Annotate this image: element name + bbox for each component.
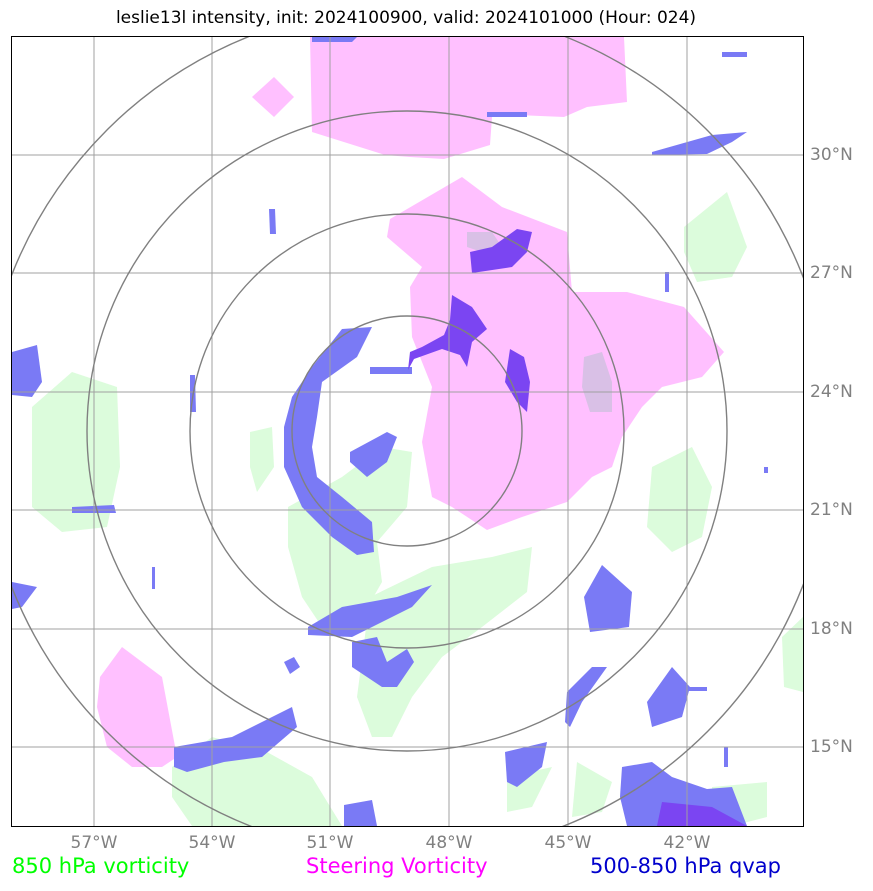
- blue-region: [487, 112, 527, 117]
- blue-region: [724, 747, 728, 767]
- green-region: [250, 427, 274, 492]
- blue-region: [308, 585, 432, 637]
- plot-title: leslie13l intensity, init: 2024100900, v…: [115, 8, 697, 28]
- blue-region: [722, 52, 747, 57]
- blue-region: [344, 800, 377, 826]
- blue-region: [665, 272, 669, 292]
- range-ring: [86, 110, 728, 752]
- lon-label: 54°W: [188, 833, 236, 853]
- blue-region: [584, 565, 632, 632]
- overlap-region: [582, 352, 612, 412]
- green-region: [572, 762, 612, 817]
- blue-region: [505, 742, 547, 787]
- blue-region: [12, 345, 42, 397]
- blue-region: [312, 37, 357, 42]
- purple-region: [505, 349, 530, 412]
- pink-region: [252, 77, 294, 117]
- blue-region: [284, 657, 300, 674]
- green-region: [357, 547, 532, 737]
- lat-label: 27°N: [810, 263, 853, 283]
- blue-region: [764, 467, 768, 473]
- lon-label: 45°W: [544, 833, 592, 853]
- green-region: [684, 192, 747, 282]
- legend-850-vorticity: 850 hPa vorticity: [12, 854, 190, 878]
- purple-region: [408, 295, 487, 370]
- blue-region: [370, 367, 412, 374]
- blue-region: [174, 707, 297, 772]
- blue-qvap-fills: [12, 37, 768, 826]
- blue-region: [689, 687, 707, 691]
- purple-overlap-fills: [408, 229, 747, 826]
- blue-region: [647, 667, 690, 727]
- lon-label: 57°W: [70, 833, 118, 853]
- legend-qvap: 500-850 hPa qvap: [590, 854, 781, 878]
- lon-label: 51°W: [306, 833, 354, 853]
- lat-label: 18°N: [810, 619, 853, 639]
- green-vorticity-fills: [32, 192, 803, 826]
- range-ring: [189, 213, 625, 649]
- blue-region: [565, 667, 607, 727]
- pink-region: [97, 647, 177, 767]
- green-region: [647, 447, 712, 552]
- pink-region: [387, 177, 724, 530]
- lat-label: 30°N: [810, 145, 853, 165]
- pink-vorticity-fills: [97, 37, 724, 767]
- range-ring: [291, 315, 523, 547]
- lon-label: 48°W: [425, 833, 473, 853]
- legend-steering-vorticity: Steering Vorticity: [306, 854, 488, 878]
- pink-region: [310, 37, 627, 159]
- purple-region: [657, 802, 747, 826]
- lat-label: 24°N: [810, 382, 853, 402]
- blue-region: [152, 567, 155, 589]
- blue-region: [352, 637, 414, 687]
- lat-label: 15°N: [810, 737, 853, 757]
- green-region: [782, 617, 803, 692]
- blue-region: [269, 209, 276, 234]
- blue-region: [284, 327, 374, 555]
- lon-label: 42°W: [663, 833, 711, 853]
- blue-region: [652, 132, 747, 155]
- purple-region: [470, 229, 532, 273]
- lat-label: 21°N: [810, 500, 853, 520]
- green-region: [32, 372, 120, 532]
- map-area: [12, 37, 803, 826]
- range-rings: [12, 37, 803, 826]
- gridlines: [12, 37, 803, 826]
- map-canvas: [12, 37, 803, 826]
- blue-region: [350, 432, 397, 477]
